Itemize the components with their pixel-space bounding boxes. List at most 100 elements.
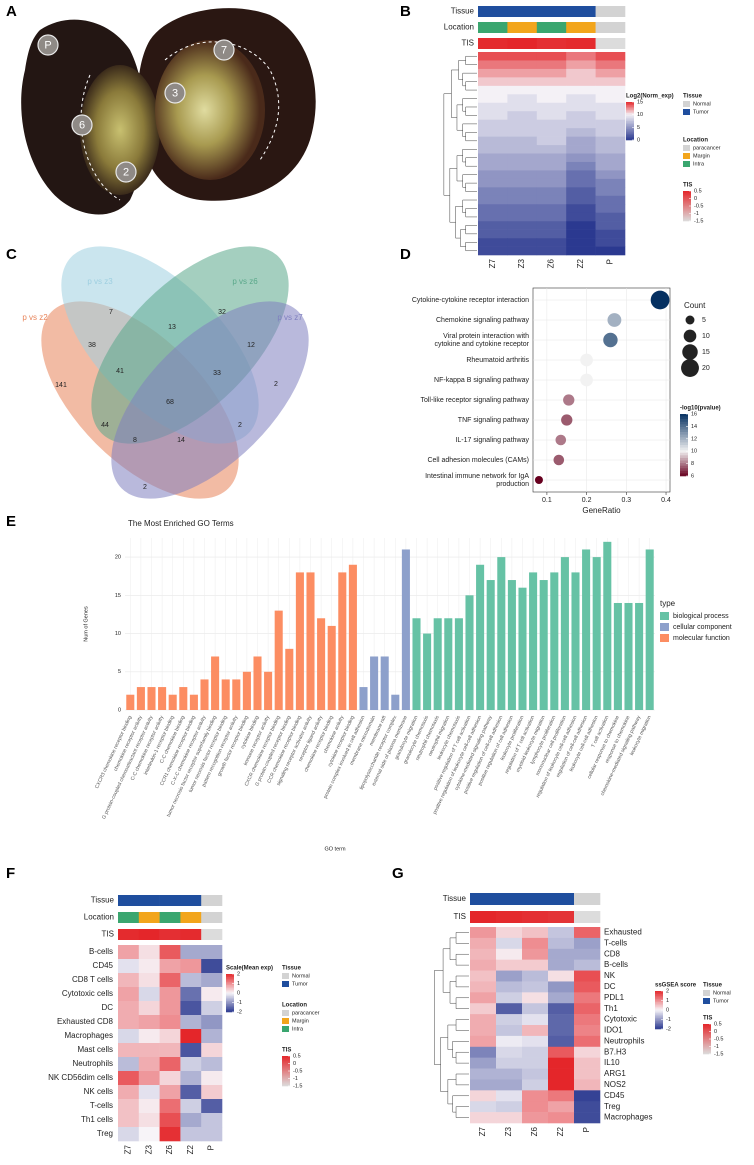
heatmap-cell bbox=[595, 212, 626, 222]
annotation-cell bbox=[118, 912, 140, 923]
marker-label: 6 bbox=[79, 119, 85, 131]
heatmap-cell bbox=[522, 981, 549, 993]
heatmap-cell bbox=[536, 153, 567, 163]
annotation-cell bbox=[574, 911, 601, 923]
venn-count: 7 bbox=[109, 309, 113, 316]
heatmap-cell bbox=[536, 102, 567, 112]
column-label: Z6 bbox=[165, 1144, 174, 1154]
heatmap-cell bbox=[595, 153, 626, 163]
row-label: DC bbox=[101, 1003, 113, 1012]
column-label: P bbox=[605, 259, 614, 264]
heatmap-cell bbox=[536, 195, 567, 205]
marker-label: 2 bbox=[123, 166, 129, 178]
heatmap-cell bbox=[159, 1057, 181, 1072]
heatmap-cell bbox=[522, 1090, 549, 1102]
venn-count: 14 bbox=[177, 437, 185, 444]
heatmap-cell bbox=[478, 221, 508, 230]
column-label: Z2 bbox=[576, 258, 585, 268]
colorbar-segment bbox=[680, 421, 688, 425]
heatmap-cell bbox=[566, 238, 596, 247]
row-label: Treg bbox=[604, 1102, 620, 1111]
heatmap-cell bbox=[574, 1068, 601, 1080]
colorbar-segment bbox=[282, 1074, 290, 1077]
colorbar-segment bbox=[703, 1025, 711, 1027]
bar bbox=[306, 572, 315, 710]
heatmap-cell bbox=[536, 128, 567, 137]
colorbar-segment bbox=[703, 1024, 711, 1026]
heatmap-cell bbox=[496, 937, 523, 950]
annotation-cell bbox=[180, 929, 202, 940]
annotation-label: Tissue bbox=[91, 896, 115, 905]
heatmap-cell bbox=[118, 973, 140, 988]
heatmap-cell bbox=[470, 1068, 497, 1080]
heatmap-cell bbox=[478, 94, 508, 104]
colorbar-segment bbox=[683, 194, 691, 197]
heatmap-cell bbox=[496, 981, 523, 993]
heatmap-cell bbox=[478, 204, 508, 214]
colorbar-segment bbox=[703, 1050, 711, 1052]
y-tick-label: Viral protein interaction with bbox=[443, 333, 529, 340]
heatmap-cell bbox=[478, 187, 508, 197]
panel-label: E bbox=[6, 513, 16, 530]
colorbar-label: 1 bbox=[666, 998, 669, 1004]
colorbar-label: -2 bbox=[237, 1009, 242, 1015]
y-tick-label: 15 bbox=[115, 593, 121, 599]
colorbar-segment bbox=[655, 1016, 663, 1019]
colorbar-segment bbox=[683, 206, 691, 208]
heatmap-cell bbox=[595, 170, 626, 180]
x-tick-label: 0.1 bbox=[542, 497, 552, 504]
x-tick-label: 0.3 bbox=[621, 497, 631, 504]
dot bbox=[603, 332, 618, 348]
heatmap-cell bbox=[118, 1029, 140, 1044]
colorbar-segment bbox=[226, 981, 234, 984]
column-label: P bbox=[582, 1127, 591, 1132]
heatmap-cell bbox=[522, 1057, 549, 1069]
bar bbox=[264, 671, 273, 710]
heatmap-cell bbox=[536, 246, 567, 256]
heatmap-cell bbox=[180, 1071, 202, 1086]
venn-count: 141 bbox=[55, 382, 67, 389]
venn-count: 41 bbox=[116, 368, 124, 375]
heatmap-cell bbox=[478, 60, 508, 70]
heatmap-cell bbox=[478, 178, 508, 188]
heatmap-cell bbox=[566, 85, 596, 95]
annotation-cell bbox=[548, 911, 575, 923]
heatmap-cell bbox=[138, 987, 160, 1002]
heatmap-cell bbox=[496, 959, 523, 971]
colorbar-segment bbox=[226, 986, 234, 989]
colorbar-segment bbox=[680, 416, 688, 420]
heatmap-cell bbox=[159, 1113, 181, 1128]
legend-label: paracancer bbox=[693, 145, 721, 151]
annotation-cell bbox=[507, 38, 538, 49]
marker-circle bbox=[115, 161, 137, 183]
heatmap-cell bbox=[470, 981, 497, 993]
heatmap-cell bbox=[536, 221, 567, 230]
venn-set-label: p vs z2 bbox=[22, 313, 48, 322]
colorbar-segment bbox=[683, 202, 691, 204]
colorbar-label: 0 bbox=[637, 137, 640, 143]
colorbar-segment bbox=[626, 130, 634, 133]
heatmap-cell bbox=[118, 987, 140, 1002]
legend-title: TIS bbox=[282, 1048, 291, 1054]
bar bbox=[147, 687, 156, 710]
heatmap-cell bbox=[478, 212, 508, 222]
colorbar-segment bbox=[683, 214, 691, 217]
heatmap-cell bbox=[566, 145, 596, 154]
heatmap-cell bbox=[496, 1046, 523, 1058]
bar bbox=[168, 694, 177, 710]
heatmap-cell bbox=[574, 927, 601, 939]
marker-label: 7 bbox=[221, 44, 227, 56]
heatmap-cell bbox=[566, 161, 596, 171]
marker-label: P bbox=[44, 39, 51, 51]
heatmap-cell bbox=[201, 1043, 223, 1058]
heatmap-cell bbox=[478, 85, 508, 95]
colorbar-segment bbox=[683, 191, 691, 193]
colorbar-segment bbox=[626, 105, 634, 108]
heatmap-cell bbox=[595, 128, 626, 137]
venn-count: 38 bbox=[88, 342, 96, 349]
colorbar-segment bbox=[680, 473, 688, 477]
bar bbox=[317, 618, 326, 710]
venn-set bbox=[111, 301, 309, 499]
dot bbox=[534, 476, 543, 484]
heatmap-cell bbox=[595, 77, 626, 87]
